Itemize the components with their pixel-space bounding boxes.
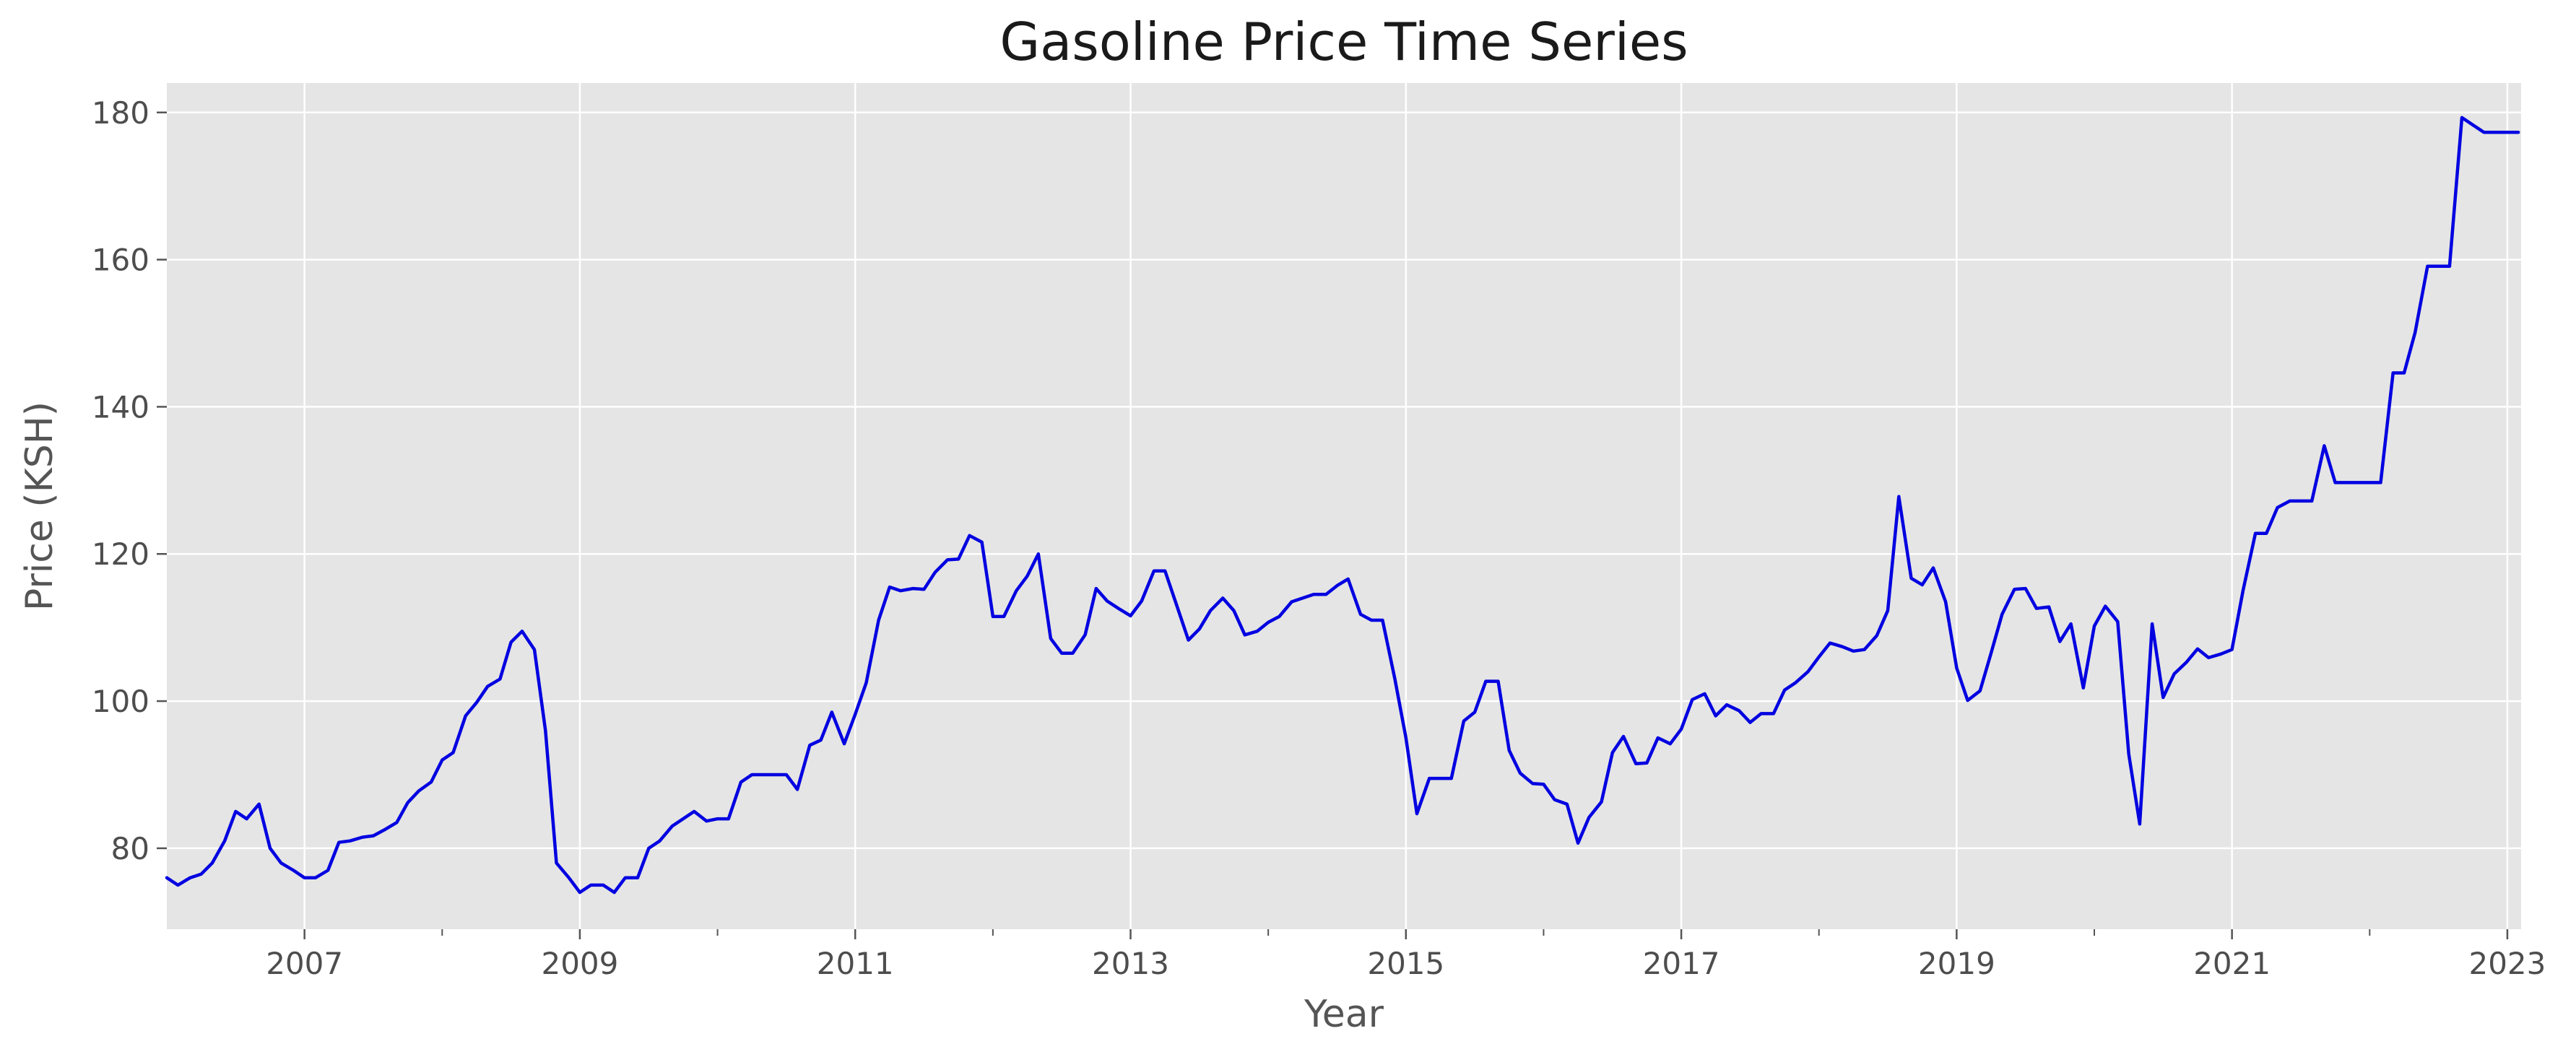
series-layer	[165, 116, 2520, 895]
price-series-line	[165, 116, 2520, 895]
x-tick-label: 2019	[1918, 946, 1995, 981]
x-tick-label: 2015	[1367, 946, 1444, 981]
axis-ticks: 2007 2009 2011 2013 2015 2017 2019 2021 2023 80 10…	[92, 95, 2546, 981]
y-tick-label: 160	[92, 243, 149, 278]
x-tick-label: 2007	[266, 946, 343, 981]
gridlines	[167, 83, 2521, 929]
chart-title: Gasoline Price Time Series	[999, 12, 1688, 72]
x-tick-label: 2017	[1643, 946, 1720, 981]
x-tick-label: 2023	[2468, 946, 2546, 981]
y-tick-label: 120	[92, 536, 149, 572]
x-tick-label: 2009	[541, 946, 618, 981]
y-tick-label: 100	[92, 684, 149, 719]
y-tick-label: 180	[92, 95, 149, 131]
y-tick-label: 80	[111, 831, 149, 866]
x-tick-label: 2011	[817, 946, 894, 981]
x-axis-label: Year	[1304, 993, 1384, 1036]
y-tick-label: 140	[92, 389, 149, 425]
x-tick-label: 2021	[2193, 946, 2271, 981]
y-axis-label: Price (KSH)	[18, 401, 61, 611]
plot-background	[167, 83, 2521, 929]
x-tick-label: 2013	[1092, 946, 1169, 981]
